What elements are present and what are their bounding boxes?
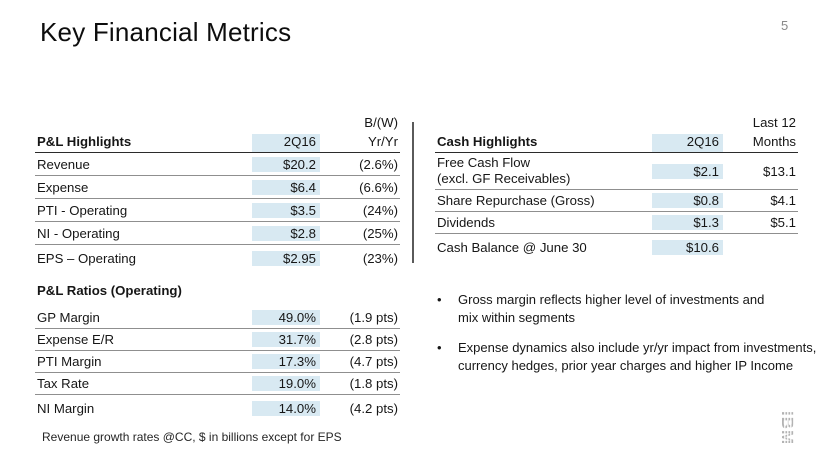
row-delta: (6.6%) (359, 179, 398, 195)
row-label: Dividends (437, 215, 495, 230)
pl-highlights-table: B/(W) P&L Highlights 2Q16 Yr/Yr Revenue … (35, 112, 400, 272)
pl-ratios-header-row: P&L Ratios (Operating) (35, 283, 400, 307)
table-row: NI - Operating $2.8 (25%) (35, 222, 400, 245)
row-value: 19.0% (252, 376, 320, 391)
row-delta: (24%) (362, 202, 398, 218)
list-item: • Gross margin reflects higher level of … (437, 291, 807, 326)
table-row: PTI Margin 17.3% (4.7 pts) (35, 351, 400, 373)
row-value: $2.1 (693, 163, 719, 179)
cash-highlights-table: Last 12 Cash Highlights 2Q16 Months Free… (435, 112, 798, 261)
table-row: Tax Rate 19.0% (1.8 pts) (35, 373, 400, 395)
period-header: 2Q16 (652, 134, 723, 152)
table-row: NI Margin 14.0% (4.2 pts) (35, 395, 400, 421)
row-label: Free Cash Flow (437, 155, 531, 170)
row-label: Tax Rate (37, 376, 90, 391)
page-number: 5 (781, 18, 789, 33)
table-row: Revenue $20.2 (2.6%) (35, 153, 400, 176)
row-value: $3.5 (252, 202, 320, 218)
table-row: Free Cash Flow (excl. GF Receivables) $2… (435, 153, 798, 190)
page-title: Key Financial Metrics (40, 17, 292, 47)
pl-ratios-table: P&L Ratios (Operating) GP Margin 49.0% (… (35, 283, 400, 421)
row-delta: (4.7 pts) (349, 354, 398, 369)
row-delta: (1.8 pts) (349, 376, 398, 391)
bullet-line: Expense dynamics also include yr/yr impa… (458, 340, 817, 355)
bullet-line: currency hedges, prior year charges and … (458, 357, 794, 373)
cash-highlights-superheader-row: Last 12 (435, 112, 798, 132)
row-last12: $13.1 (762, 163, 796, 179)
bullet-line: Gross margin reflects higher level of in… (458, 292, 765, 307)
row-label: PTI - Operating (37, 202, 128, 218)
row-delta: (1.9 pts) (349, 310, 398, 325)
table-row: EPS – Operating $2.95 (23%) (35, 245, 400, 272)
footnote: Revenue growth rates @CC, $ in billions … (42, 430, 342, 444)
row-value: $2.8 (252, 225, 320, 241)
row-delta: (2.8 pts) (349, 332, 398, 347)
row-label: Expense E/R (37, 332, 114, 347)
list-item: • Expense dynamics also include yr/yr im… (437, 339, 816, 374)
row-last12: $4.1 (770, 193, 796, 208)
table-row: PTI - Operating $3.5 (24%) (35, 199, 400, 222)
row-delta: (23%) (362, 251, 398, 266)
row-value: $10.6 (685, 240, 719, 255)
row-value: 17.3% (252, 354, 320, 369)
row-label: GP Margin (37, 310, 100, 325)
row-value: $1.3 (652, 215, 723, 230)
row-label: Expense (37, 179, 89, 195)
row-label: Share Repurchase (Gross) (437, 193, 595, 208)
table-row: Expense $6.4 (6.6%) (35, 176, 400, 199)
delta-header-bottom: Yr/Yr (367, 134, 398, 149)
row-value: $6.4 (252, 179, 320, 195)
last12-header-top: Last 12 (752, 115, 796, 130)
logo-stripes (784, 411, 795, 453)
cash-highlights-title: Cash Highlights (437, 134, 538, 149)
period-header: 2Q16 (252, 134, 320, 152)
bullet-icon: • (437, 292, 442, 307)
row-value: $20.2 (252, 156, 320, 172)
commentary: • Gross margin reflects higher level of … (437, 291, 816, 387)
row-value: $0.8 (652, 193, 723, 208)
last12-header-bottom: Months (752, 134, 796, 149)
ibm-logo-graphic: IBM (778, 411, 797, 453)
delta-header-top: B/(W) (364, 115, 398, 130)
bullet-line: mix within segments (458, 309, 576, 325)
pl-ratios-title: P&L Ratios (Operating) (37, 283, 182, 298)
table-row: Share Repurchase (Gross) $0.8 $4.1 (435, 190, 798, 212)
row-label: Cash Balance @ June 30 (437, 240, 587, 255)
row-label: Revenue (37, 156, 90, 172)
table-row: Dividends $1.3 $5.1 (435, 212, 798, 234)
row-delta: (4.2 pts) (349, 400, 398, 416)
row-delta: (25%) (362, 225, 398, 241)
pl-highlights-header-row: P&L Highlights 2Q16 Yr/Yr (35, 132, 400, 153)
table-row: GP Margin 49.0% (1.9 pts) (35, 307, 400, 329)
row-value: 14.0% (278, 400, 316, 416)
cash-highlights-header-row: Cash Highlights 2Q16 Months (435, 132, 798, 153)
section-divider (412, 122, 414, 263)
ibm-logo: IBM (778, 411, 797, 453)
row-value: 31.7% (252, 332, 320, 347)
row-label: PTI Margin (37, 354, 102, 369)
row-delta: (2.6%) (359, 156, 398, 172)
row-label: EPS – Operating (37, 251, 136, 266)
bullet-icon: • (437, 340, 442, 355)
table-row: Cash Balance @ June 30 $10.6 (435, 234, 798, 261)
pl-highlights-superheader-row: B/(W) (35, 112, 400, 132)
row-value: 49.0% (252, 310, 320, 325)
row-label: NI - Operating (37, 225, 120, 241)
row-label: NI Margin (37, 400, 95, 416)
row-last12: $5.1 (770, 215, 796, 230)
row-label-line2: (excl. GF Receivables) (437, 171, 571, 186)
pl-highlights-title: P&L Highlights (37, 134, 132, 149)
table-row: Expense E/R 31.7% (2.8 pts) (35, 329, 400, 351)
row-value: $2.95 (282, 251, 316, 266)
